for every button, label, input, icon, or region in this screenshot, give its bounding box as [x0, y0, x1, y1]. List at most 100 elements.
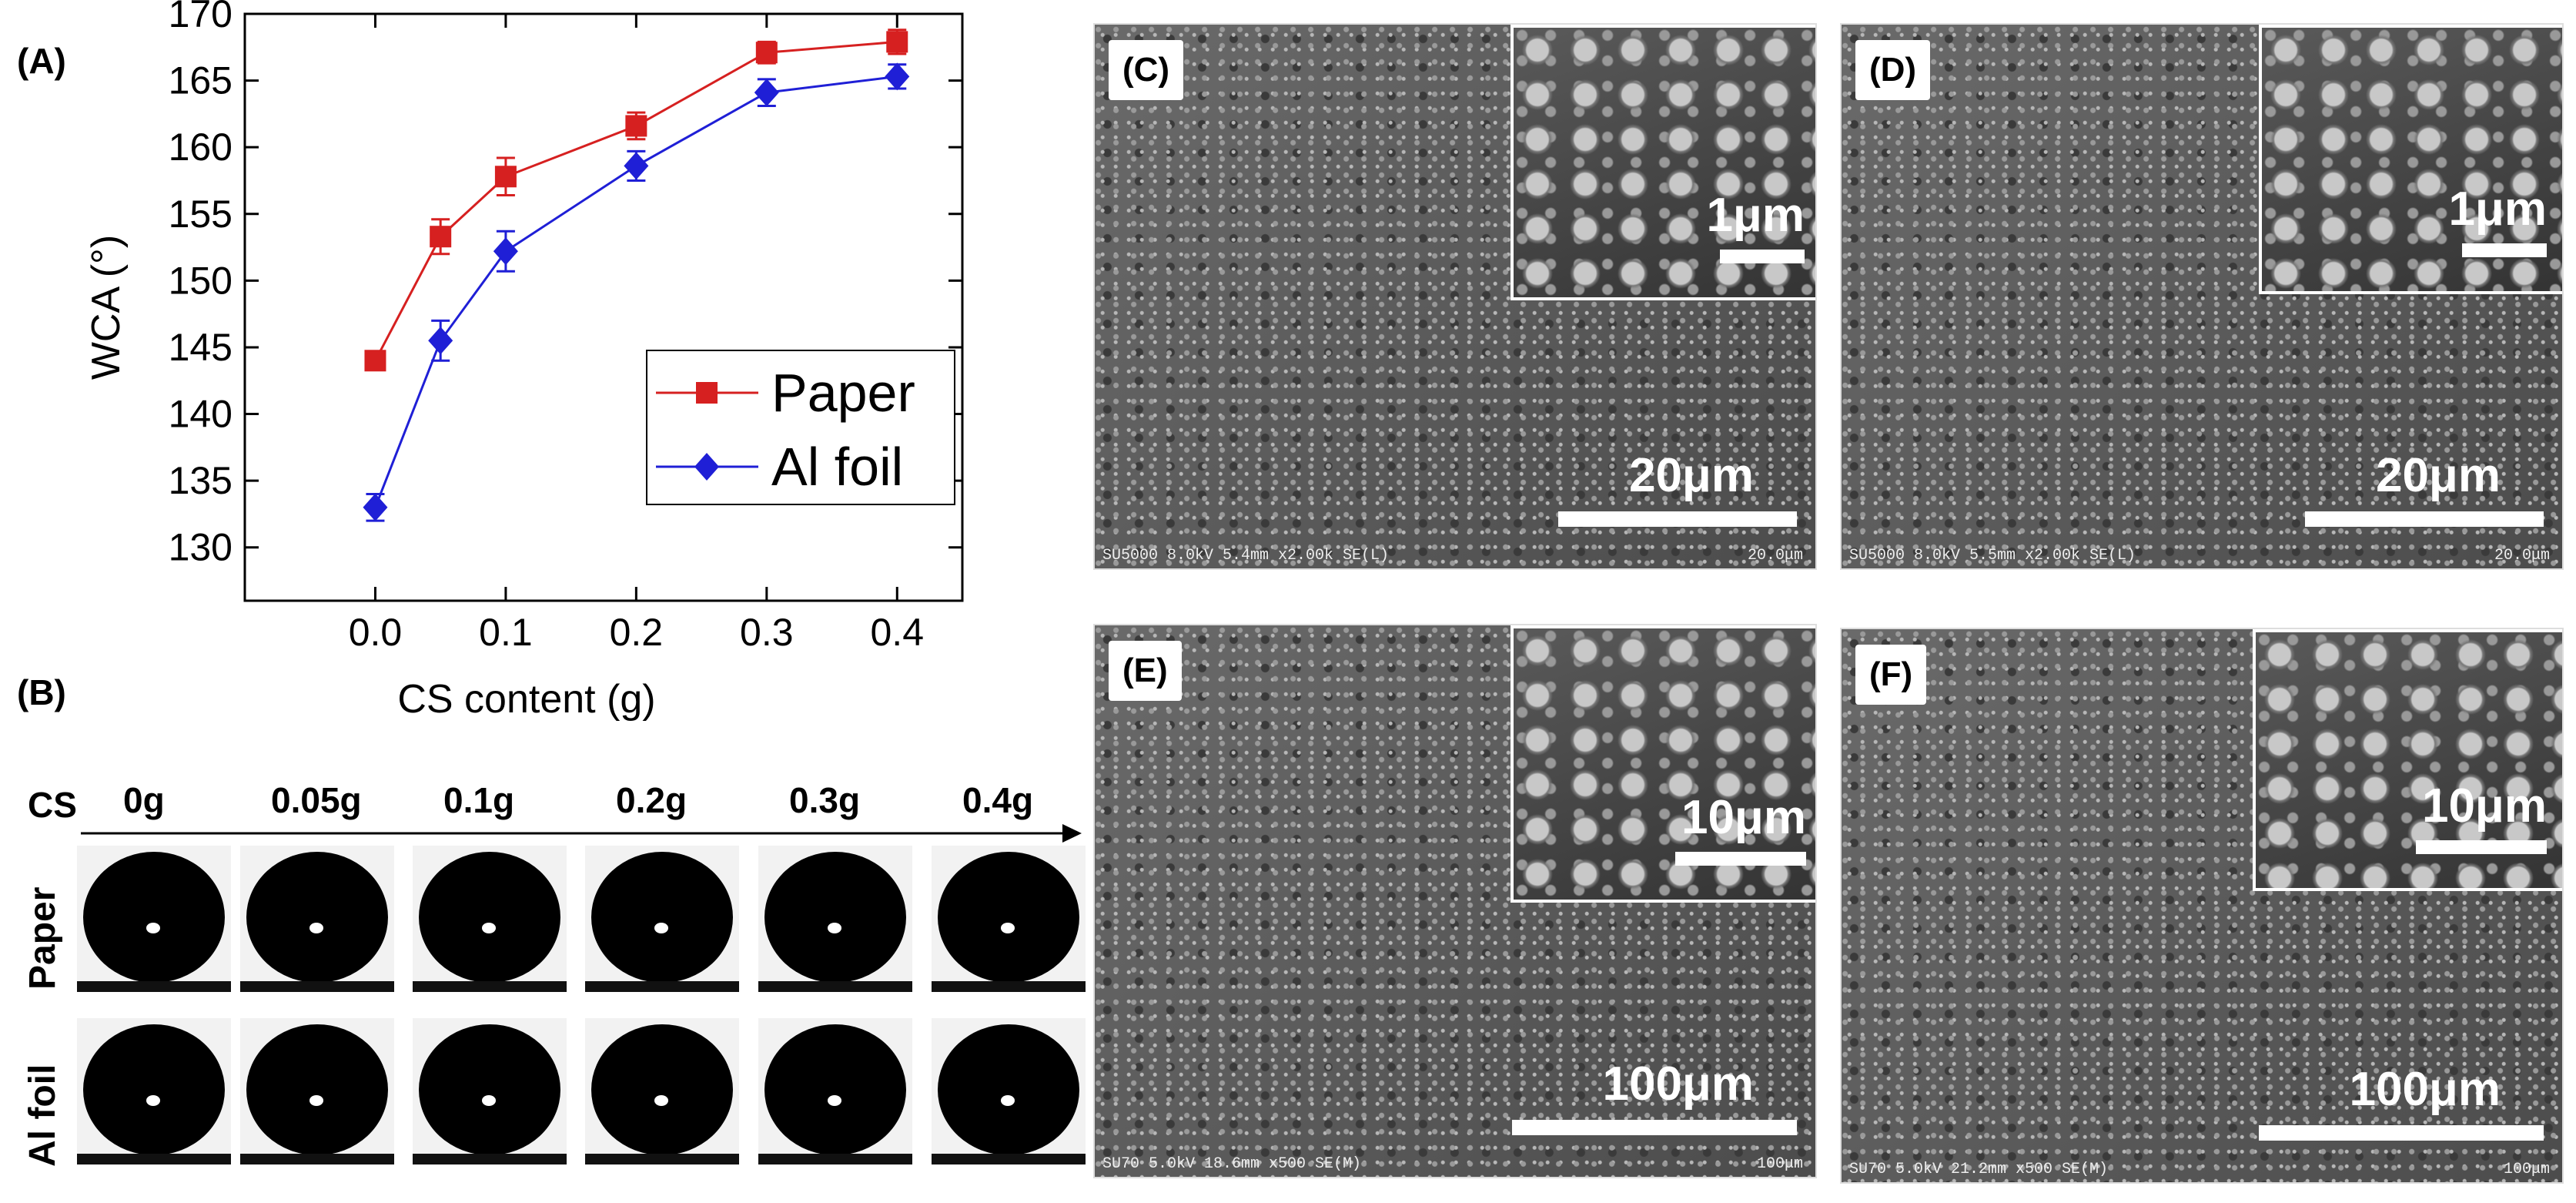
x-tick-label: 0.3 — [740, 611, 794, 654]
water-droplet — [591, 1024, 733, 1155]
y-tick-label: 145 — [169, 326, 233, 369]
cs-header-label: CS — [28, 785, 77, 825]
cs-amount-label: 0.3g — [789, 780, 861, 820]
sem-image: 1μm (D) 20μm SU5000 8.0kV 5.5mm x2.00k SE(L… — [1840, 23, 2564, 570]
cs-amount-label: 0.2g — [616, 780, 687, 820]
data-point — [754, 79, 779, 107]
inset-scale-label: 1μm — [1706, 189, 1805, 242]
droplet-image — [932, 1018, 1086, 1164]
data-point — [755, 42, 778, 64]
y-tick-label: 155 — [169, 193, 233, 236]
cs-amount-label: 0g — [123, 780, 165, 820]
data-point — [430, 226, 452, 248]
sem-footer-info: SU70 5.0kV 21.2mm x500 SE(M) — [1849, 1161, 2109, 1178]
droplet-highlight — [146, 923, 160, 933]
data-point — [625, 115, 647, 137]
sem-inset-image: 1μm — [1510, 25, 1815, 300]
main-scale-bar — [1558, 511, 1797, 527]
inset-scale-bar — [2462, 243, 2547, 257]
sem-footer-info: SU5000 8.0kV 5.4mm x2.00k SE(L) — [1102, 547, 1390, 565]
x-tick-label: 0.0 — [349, 611, 403, 654]
droplet-image — [77, 1018, 231, 1164]
data-point — [885, 62, 910, 91]
substrate-surface — [413, 981, 567, 992]
substrate-surface — [932, 1154, 1086, 1164]
inset-scale-label: 10μm — [2421, 779, 2547, 833]
droplet-highlight — [654, 923, 668, 933]
droplet-image — [77, 846, 231, 992]
main-scale-label: 100μm — [2349, 1063, 2501, 1116]
data-point — [624, 152, 649, 180]
main-scale-bar — [1512, 1120, 1797, 1135]
main-scale-label: 20μm — [1628, 449, 1754, 502]
drop-row-label: Al foil — [22, 1064, 63, 1167]
legend-marker — [694, 453, 719, 481]
droplet-image — [413, 846, 567, 992]
panel-label-b: (B) — [17, 672, 66, 712]
y-tick-label: 150 — [169, 259, 233, 302]
droplet-image — [758, 1018, 912, 1164]
water-droplet — [764, 1024, 906, 1155]
x-tick-label: 0.2 — [610, 611, 664, 654]
droplet-image — [585, 1018, 739, 1164]
data-point — [364, 350, 386, 372]
sem-image: 10μm (F) 100μm SU70 5.0kV 21.2mm x500 SE(M)… — [1840, 628, 2564, 1184]
data-point — [886, 31, 908, 53]
droplet-highlight — [482, 923, 496, 933]
droplet-highlight — [828, 923, 841, 933]
drop-row-label: Paper — [22, 886, 63, 990]
sem-inset-image: 10μm — [1510, 625, 1815, 903]
sem-image: 10μm (E) 100μm SU70 5.0kV 18.6mm x500 SE(M)… — [1093, 624, 1817, 1178]
legend-label: Paper — [771, 363, 915, 423]
droplet-highlight — [482, 1095, 496, 1106]
substrate-surface — [758, 1154, 912, 1164]
main-scale-label: 20μm — [2375, 449, 2501, 502]
sem-panel-label: (F) — [1855, 645, 1927, 705]
substrate-surface — [77, 981, 231, 992]
cs-amount-label: 0.1g — [443, 780, 515, 820]
sem-footer-scale: 100μm — [2503, 1161, 2550, 1178]
series-line-1 — [374, 75, 898, 508]
y-tick-label: 130 — [169, 526, 233, 569]
water-droplet — [764, 852, 906, 983]
y-tick-label: 140 — [169, 393, 233, 436]
substrate-surface — [585, 1154, 739, 1164]
substrate-surface — [932, 981, 1086, 992]
x-tick-label: 0.4 — [871, 611, 925, 654]
inset-scale-label: 1μm — [2448, 183, 2547, 236]
droplet-image — [932, 846, 1086, 992]
water-droplet — [246, 852, 388, 983]
data-point — [363, 493, 388, 521]
droplet-image — [240, 846, 394, 992]
inset-scale-bar — [2416, 840, 2547, 854]
sem-inset-image: 10μm — [2253, 629, 2562, 891]
sem-panel-label: (D) — [1855, 40, 1931, 100]
legend-box — [646, 350, 955, 505]
sem-footer-info: SU70 5.0kV 18.6mm x500 SE(M) — [1102, 1155, 1362, 1173]
water-droplet — [591, 852, 733, 983]
main-scale-bar — [2305, 511, 2544, 527]
droplet-image — [413, 1018, 567, 1164]
y-tick-label: 160 — [169, 126, 233, 169]
legend-marker — [696, 382, 718, 404]
water-droplet — [419, 1024, 560, 1155]
sem-panel-label: (E) — [1109, 641, 1182, 701]
data-point — [494, 166, 517, 188]
cs-arrow-icon — [81, 824, 1082, 843]
data-point — [428, 327, 453, 355]
water-droplet — [938, 852, 1079, 983]
substrate-surface — [585, 981, 739, 992]
droplet-highlight — [146, 1095, 160, 1106]
series-line-0 — [374, 40, 898, 361]
droplet-image — [240, 1018, 394, 1164]
legend-label: Al foil — [771, 437, 903, 497]
wca-line-chart: 130 135 140 145 150 155 160 165 170 0.0 0.1 0.2 0.3 0… — [84, 0, 964, 722]
main-scale-label: 100μm — [1602, 1057, 1754, 1111]
inset-scale-bar — [1675, 852, 1806, 866]
panel-label-a: (A) — [17, 41, 66, 81]
droplet-highlight — [828, 1095, 841, 1106]
y-tick-label: 165 — [169, 59, 233, 102]
water-droplet — [419, 852, 560, 983]
sem-footer-scale: 20.0μm — [2494, 547, 2550, 565]
y-tick-label: 170 — [169, 0, 233, 35]
